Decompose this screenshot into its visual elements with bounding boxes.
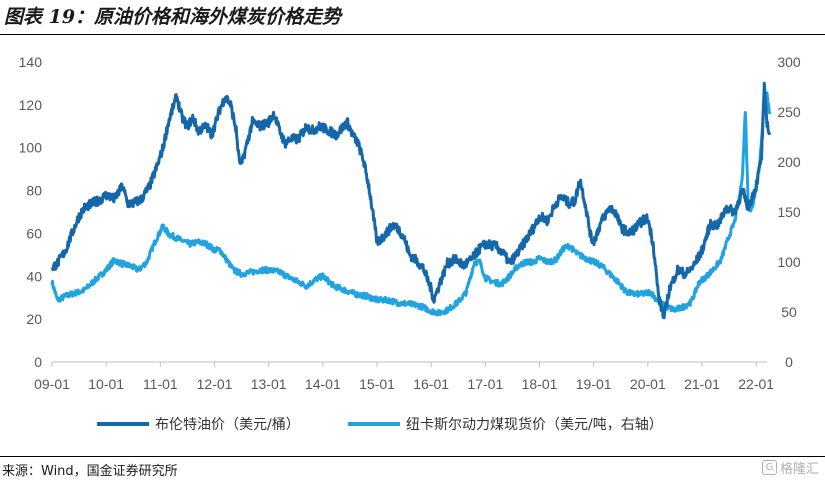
- x-tick-label: 16-01: [413, 376, 449, 392]
- legend-label: 纽卡斯尔动力煤现货价（美元/吨，右轴）: [406, 416, 663, 433]
- y-left-tick-label: 20: [26, 311, 42, 327]
- x-tick-label: 15-01: [359, 376, 395, 392]
- chart-title: 图表 19：原油价格和海外煤炭价格走势: [4, 6, 342, 28]
- source-note: 来源：Wind，国金证券研究所: [2, 464, 178, 479]
- x-axis: 09-01 10-01 11-01 12-01 13-01 14-01 15-01 16-01…: [34, 361, 774, 392]
- y-left-tick-label: 80: [26, 183, 42, 199]
- series-group: [50, 81, 772, 320]
- x-tick-label: 09-01: [34, 376, 70, 392]
- x-tick-label: 14-01: [305, 376, 341, 392]
- y-axis-left: 0 20 40 60 80 100 120 140: [19, 54, 43, 370]
- y-right-tick-label: 250: [777, 104, 801, 120]
- x-tick-label: 18-01: [522, 376, 558, 392]
- x-tick-label: 22-01: [738, 376, 774, 392]
- x-tick-label: 12-01: [197, 376, 233, 392]
- y-right-tick-label: 300: [777, 54, 801, 70]
- y-left-tick-label: 0: [34, 354, 42, 370]
- y-left-tick-label: 120: [19, 97, 43, 113]
- x-tick-label: 13-01: [251, 376, 287, 392]
- y-left-tick-label: 100: [19, 140, 43, 156]
- x-tick-label: 11-01: [143, 376, 178, 392]
- y-left-tick-label: 60: [26, 225, 42, 241]
- watermark: G 格隆汇: [761, 458, 819, 477]
- x-tick-label: 10-01: [88, 376, 124, 392]
- watermark-text: 格隆汇: [779, 462, 819, 477]
- y-left-tick-label: 40: [26, 268, 42, 284]
- series-line-brent: [50, 81, 772, 320]
- y-right-tick-label: 100: [777, 254, 801, 270]
- legend-label: 布伦特油价（美元/桶）: [155, 417, 300, 433]
- y-axis-right: 0 50 100 150 200 250 300: [777, 54, 801, 370]
- y-right-tick-label: 50: [781, 304, 797, 320]
- watermark-logo-icon: G: [761, 460, 777, 475]
- y-right-tick-label: 150: [777, 204, 801, 220]
- title-divider: [0, 34, 825, 35]
- legend: 布伦特油价（美元/桶） 纽卡斯尔动力煤现货价（美元/吨，右轴）: [97, 416, 663, 433]
- x-tick-label: 19-01: [576, 376, 612, 392]
- x-tick-label: 20-01: [630, 376, 666, 392]
- y-left-tick-label: 140: [19, 54, 43, 70]
- x-tick-label: 21-01: [684, 376, 720, 392]
- y-right-tick-label: 200: [777, 154, 801, 170]
- y-right-tick-label: 0: [785, 354, 793, 370]
- source-divider: [0, 456, 825, 457]
- x-tick-label: 17-01: [467, 376, 503, 392]
- series-line-coal: [50, 91, 772, 317]
- line-chart: 0 20 40 60 80 100 120 140 0 50 100 150 200 250 300 09…: [19, 54, 801, 433]
